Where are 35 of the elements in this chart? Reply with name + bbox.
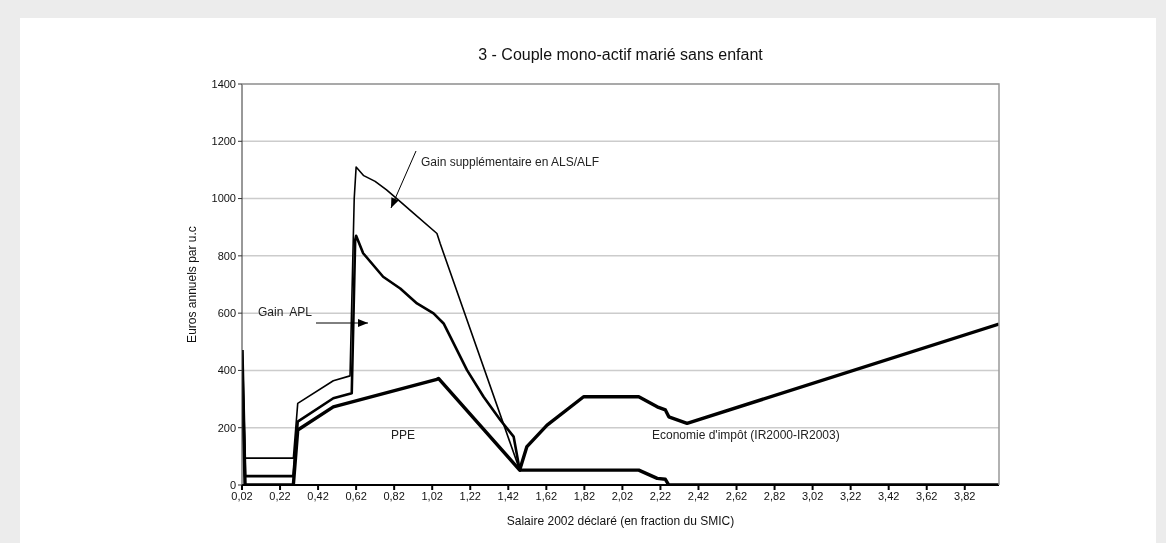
y-tick-label: 400: [217, 364, 236, 377]
y-tick-label: 600: [217, 307, 236, 320]
x-tick-label: 3,82: [954, 489, 976, 502]
x-tick-label: 0,22: [269, 489, 291, 502]
x-tick-label: 3,42: [877, 489, 900, 502]
y-tick-label: 1200: [211, 135, 236, 148]
x-tick-label: 3,22: [839, 489, 862, 502]
x-tick-label: 1,02: [421, 489, 443, 502]
x-axis-title: Salaire 2002 déclaré (en fraction du SMIC): [506, 514, 735, 528]
x-tick-label: 1,62: [535, 489, 558, 502]
annotation: PPE: [391, 428, 416, 443]
x-tick-label: 2,42: [687, 489, 710, 502]
x-tick-label: 2,02: [611, 489, 634, 502]
y-tick-label: 800: [217, 249, 236, 262]
x-tick-label: 1,82: [573, 489, 596, 502]
x-tick-label: 3,62: [916, 489, 938, 502]
chart-title: 3 - Couple mono-actif marié sans enfant: [477, 46, 764, 64]
x-tick-label: 2,82: [763, 489, 786, 502]
y-tick-label: 1000: [211, 192, 236, 205]
x-tick-label: 2,62: [725, 489, 748, 502]
annotation: Economie d'impôt (IR2000-IR2003): [652, 428, 840, 443]
x-tick-label: 1,22: [459, 489, 481, 502]
x-tick-label: 0,02: [231, 489, 253, 502]
y-tick-label: 1400: [211, 77, 236, 90]
y-axis-title: Euros annuels par u.c: [185, 226, 200, 343]
annotation: Gain APL: [258, 305, 313, 320]
x-tick-label: 1,42: [497, 489, 519, 502]
y-tick-label: 0: [229, 478, 236, 491]
y-tick-label: 200: [217, 421, 236, 434]
x-tick-label: 0,62: [345, 489, 367, 502]
x-tick-label: 0,42: [307, 489, 329, 502]
x-tick-label: 2,22: [649, 489, 672, 502]
x-tick-label: 3,02: [801, 489, 824, 502]
annotation: Gain supplémentaire en ALS/ALF: [421, 155, 600, 170]
x-tick-label: 0,82: [383, 489, 405, 502]
